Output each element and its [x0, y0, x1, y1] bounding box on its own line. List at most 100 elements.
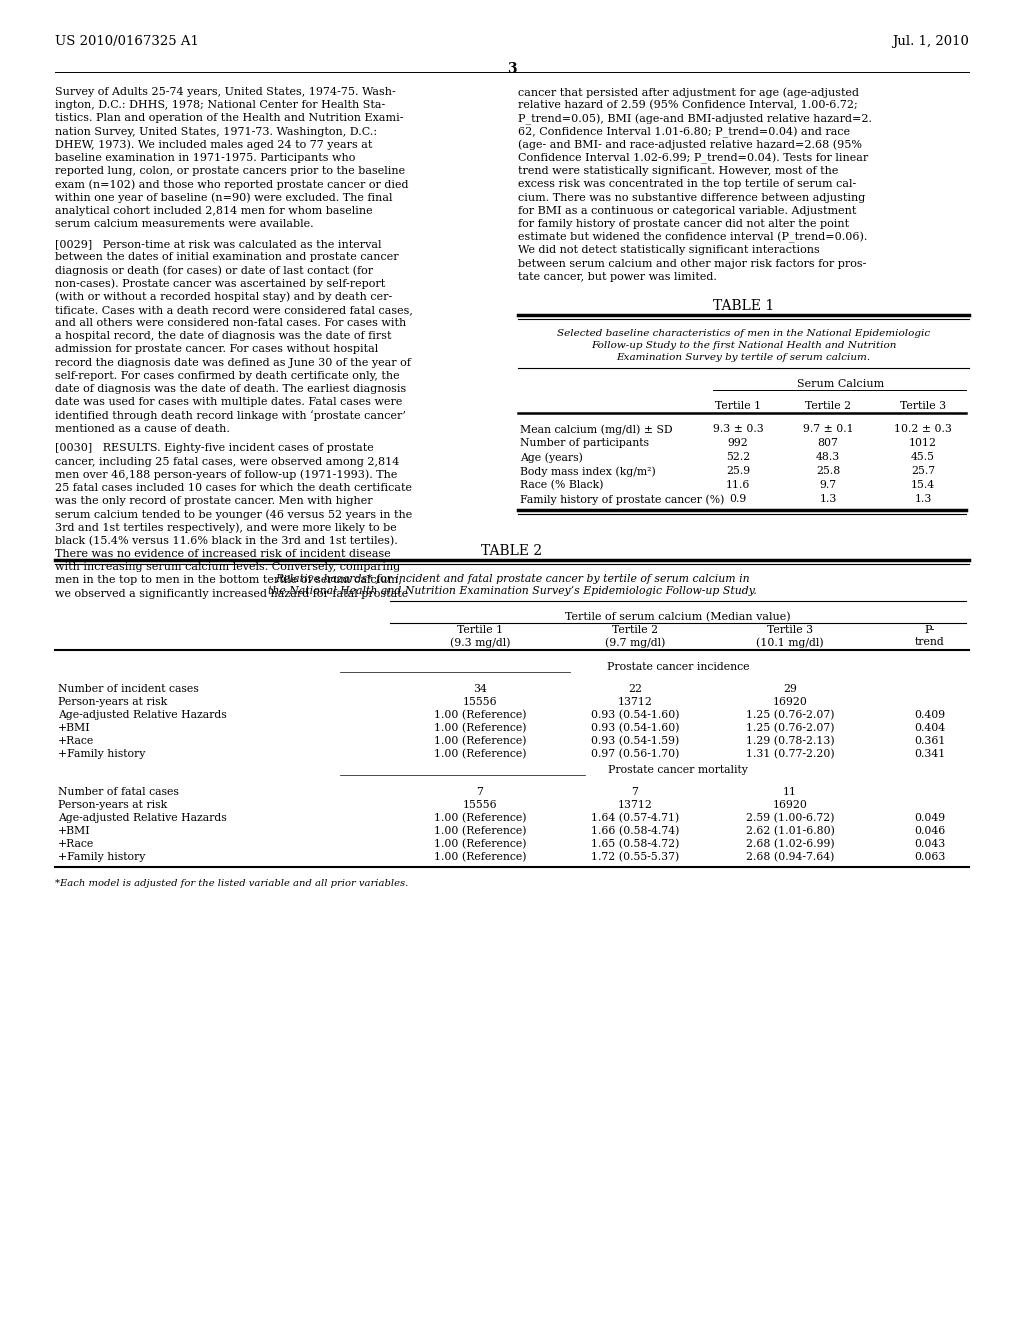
Text: 0.341: 0.341 — [914, 748, 945, 759]
Text: cancer that persisted after adjustment for age (age-adjusted: cancer that persisted after adjustment f… — [518, 87, 859, 98]
Text: within one year of baseline (n=90) were excluded. The final: within one year of baseline (n=90) were … — [55, 193, 392, 203]
Text: cium. There was no substantive difference between adjusting: cium. There was no substantive differenc… — [518, 193, 865, 202]
Text: 3rd and 1st tertiles respectively), and were more likely to be: 3rd and 1st tertiles respectively), and … — [55, 523, 396, 533]
Text: non-cases). Prostate cancer was ascertained by self-report: non-cases). Prostate cancer was ascertai… — [55, 279, 385, 289]
Text: Survey of Adults 25-74 years, United States, 1974-75. Wash-: Survey of Adults 25-74 years, United Sta… — [55, 87, 395, 96]
Text: 16920: 16920 — [772, 800, 808, 810]
Text: 62, Confidence Interval 1.01-6.80; P_trend=0.04) and race: 62, Confidence Interval 1.01-6.80; P_tre… — [518, 127, 850, 137]
Text: 1.00 (Reference): 1.00 (Reference) — [434, 813, 526, 824]
Text: Number of fatal cases: Number of fatal cases — [58, 787, 179, 797]
Text: 1.25 (0.76-2.07): 1.25 (0.76-2.07) — [745, 723, 835, 734]
Text: Family history of prostate cancer (%): Family history of prostate cancer (%) — [520, 494, 724, 504]
Text: and all others were considered non-fatal cases. For cases with: and all others were considered non-fatal… — [55, 318, 407, 327]
Text: 15556: 15556 — [463, 697, 498, 708]
Text: analytical cohort included 2,814 men for whom baseline: analytical cohort included 2,814 men for… — [55, 206, 373, 215]
Text: [0030]   RESULTS. Eighty-five incident cases of prostate: [0030] RESULTS. Eighty-five incident cas… — [55, 444, 374, 453]
Text: Number of incident cases: Number of incident cases — [58, 684, 199, 694]
Text: 15.4: 15.4 — [911, 480, 935, 490]
Text: +BMI: +BMI — [58, 826, 91, 836]
Text: 9.7: 9.7 — [819, 480, 837, 490]
Text: date was used for cases with multiple dates. Fatal cases were: date was used for cases with multiple da… — [55, 397, 402, 407]
Text: 2.68 (1.02-6.99): 2.68 (1.02-6.99) — [745, 840, 835, 849]
Text: Prostate cancer mortality: Prostate cancer mortality — [608, 766, 748, 775]
Text: Examination Survey by tertile of serum calcium.: Examination Survey by tertile of serum c… — [616, 352, 870, 362]
Text: 2.59 (1.00-6.72): 2.59 (1.00-6.72) — [745, 813, 835, 824]
Text: 1.3: 1.3 — [819, 494, 837, 504]
Text: Tertile 2: Tertile 2 — [805, 401, 851, 411]
Text: tificate. Cases with a death record were considered fatal cases,: tificate. Cases with a death record were… — [55, 305, 413, 314]
Text: admission for prostate cancer. For cases without hospital: admission for prostate cancer. For cases… — [55, 345, 378, 354]
Text: 0.046: 0.046 — [914, 826, 945, 836]
Text: Selected baseline characteristics of men in the National Epidemiologic: Selected baseline characteristics of men… — [557, 329, 930, 338]
Text: 11: 11 — [783, 787, 797, 797]
Text: 0.93 (0.54-1.60): 0.93 (0.54-1.60) — [591, 723, 679, 734]
Text: 0.361: 0.361 — [914, 737, 946, 746]
Text: 1.00 (Reference): 1.00 (Reference) — [434, 723, 526, 734]
Text: 22: 22 — [628, 684, 642, 694]
Text: 0.9: 0.9 — [729, 494, 746, 504]
Text: 1.00 (Reference): 1.00 (Reference) — [434, 851, 526, 862]
Text: 1.25 (0.76-2.07): 1.25 (0.76-2.07) — [745, 710, 835, 721]
Text: Age-adjusted Relative Hazards: Age-adjusted Relative Hazards — [58, 710, 226, 719]
Text: 52.2: 52.2 — [726, 451, 751, 462]
Text: black (15.4% versus 11.6% black in the 3rd and 1st tertiles).: black (15.4% versus 11.6% black in the 3… — [55, 536, 397, 546]
Text: 1.00 (Reference): 1.00 (Reference) — [434, 840, 526, 849]
Text: +Race: +Race — [58, 737, 94, 746]
Text: Tertile 3: Tertile 3 — [900, 401, 946, 411]
Text: 7: 7 — [476, 787, 483, 797]
Text: Person-years at risk: Person-years at risk — [58, 800, 167, 810]
Text: +Race: +Race — [58, 840, 94, 849]
Text: Age (years): Age (years) — [520, 451, 583, 462]
Text: 0.404: 0.404 — [914, 723, 945, 733]
Text: Tertile 1
(9.3 mg/dl): Tertile 1 (9.3 mg/dl) — [450, 624, 510, 648]
Text: reported lung, colon, or prostate cancers prior to the baseline: reported lung, colon, or prostate cancer… — [55, 166, 406, 176]
Text: Follow-up Study to the first National Health and Nutrition: Follow-up Study to the first National He… — [591, 341, 896, 350]
Text: Mean calcium (mg/dl) ± SD: Mean calcium (mg/dl) ± SD — [520, 424, 673, 434]
Text: 10.2 ± 0.3: 10.2 ± 0.3 — [894, 424, 952, 434]
Text: between serum calcium and other major risk factors for pros-: between serum calcium and other major ri… — [518, 259, 866, 268]
Text: Age-adjusted Relative Hazards: Age-adjusted Relative Hazards — [58, 813, 226, 822]
Text: 1.65 (0.58-4.72): 1.65 (0.58-4.72) — [591, 840, 679, 849]
Text: a hospital record, the date of diagnosis was the date of first: a hospital record, the date of diagnosis… — [55, 331, 391, 341]
Text: trend were statistically significant. However, most of the: trend were statistically significant. Ho… — [518, 166, 839, 176]
Text: identified through death record linkage with ‘prostate cancer’: identified through death record linkage … — [55, 411, 406, 421]
Text: tate cancer, but power was limited.: tate cancer, but power was limited. — [518, 272, 717, 281]
Text: 45.5: 45.5 — [911, 451, 935, 462]
Text: men over 46,188 person-years of follow-up (1971-1993). The: men over 46,188 person-years of follow-u… — [55, 470, 397, 480]
Text: date of diagnosis was the date of death. The earliest diagnosis: date of diagnosis was the date of death.… — [55, 384, 407, 393]
Text: 992: 992 — [728, 438, 749, 447]
Text: Confidence Interval 1.02-6.99; P_trend=0.04). Tests for linear: Confidence Interval 1.02-6.99; P_trend=0… — [518, 153, 868, 164]
Text: 7: 7 — [632, 787, 638, 797]
Text: men in the top to men in the bottom tertile of serum calcium,: men in the top to men in the bottom tert… — [55, 576, 401, 585]
Text: Body mass index (kg/m²): Body mass index (kg/m²) — [520, 466, 655, 477]
Text: US 2010/0167325 A1: US 2010/0167325 A1 — [55, 36, 199, 48]
Text: record the diagnosis date was defined as June 30 of the year of: record the diagnosis date was defined as… — [55, 358, 411, 367]
Text: 11.6: 11.6 — [726, 480, 751, 490]
Text: +BMI: +BMI — [58, 723, 91, 733]
Text: 1.00 (Reference): 1.00 (Reference) — [434, 737, 526, 746]
Text: self-report. For cases confirmed by death certificate only, the: self-report. For cases confirmed by deat… — [55, 371, 399, 380]
Text: 0.93 (0.54-1.60): 0.93 (0.54-1.60) — [591, 710, 679, 721]
Text: mentioned as a cause of death.: mentioned as a cause of death. — [55, 424, 229, 433]
Text: 1012: 1012 — [909, 438, 937, 447]
Text: Number of participants: Number of participants — [520, 438, 649, 447]
Text: nation Survey, United States, 1971-73. Washington, D.C.:: nation Survey, United States, 1971-73. W… — [55, 127, 377, 136]
Text: 1.29 (0.78-2.13): 1.29 (0.78-2.13) — [745, 737, 835, 746]
Text: Race (% Black): Race (% Black) — [520, 480, 603, 490]
Text: 0.063: 0.063 — [914, 851, 946, 862]
Text: was the only record of prostate cancer. Men with higher: was the only record of prostate cancer. … — [55, 496, 373, 506]
Text: 1.66 (0.58-4.74): 1.66 (0.58-4.74) — [591, 826, 679, 837]
Text: 25 fatal cases included 10 cases for which the death certificate: 25 fatal cases included 10 cases for whi… — [55, 483, 412, 492]
Text: 2.68 (0.94-7.64): 2.68 (0.94-7.64) — [745, 851, 835, 862]
Text: Tertile 1: Tertile 1 — [715, 401, 761, 411]
Text: P_trend=0.05), BMI (age-and BMI-adjusted relative hazard=2.: P_trend=0.05), BMI (age-and BMI-adjusted… — [518, 114, 872, 124]
Text: the National Health and Nutrition Examination Survey’s Epidemiologic Follow-up S: the National Health and Nutrition Examin… — [267, 586, 757, 597]
Text: 29: 29 — [783, 684, 797, 694]
Text: 25.7: 25.7 — [911, 466, 935, 477]
Text: (age- and BMI- and race-adjusted relative hazard=2.68 (95%: (age- and BMI- and race-adjusted relativ… — [518, 140, 862, 150]
Text: for family history of prostate cancer did not alter the point: for family history of prostate cancer di… — [518, 219, 849, 228]
Text: 1.3: 1.3 — [914, 494, 932, 504]
Text: Person-years at risk: Person-years at risk — [58, 697, 167, 708]
Text: +Family history: +Family history — [58, 851, 145, 862]
Text: diagnosis or death (for cases) or date of last contact (for: diagnosis or death (for cases) or date o… — [55, 265, 373, 276]
